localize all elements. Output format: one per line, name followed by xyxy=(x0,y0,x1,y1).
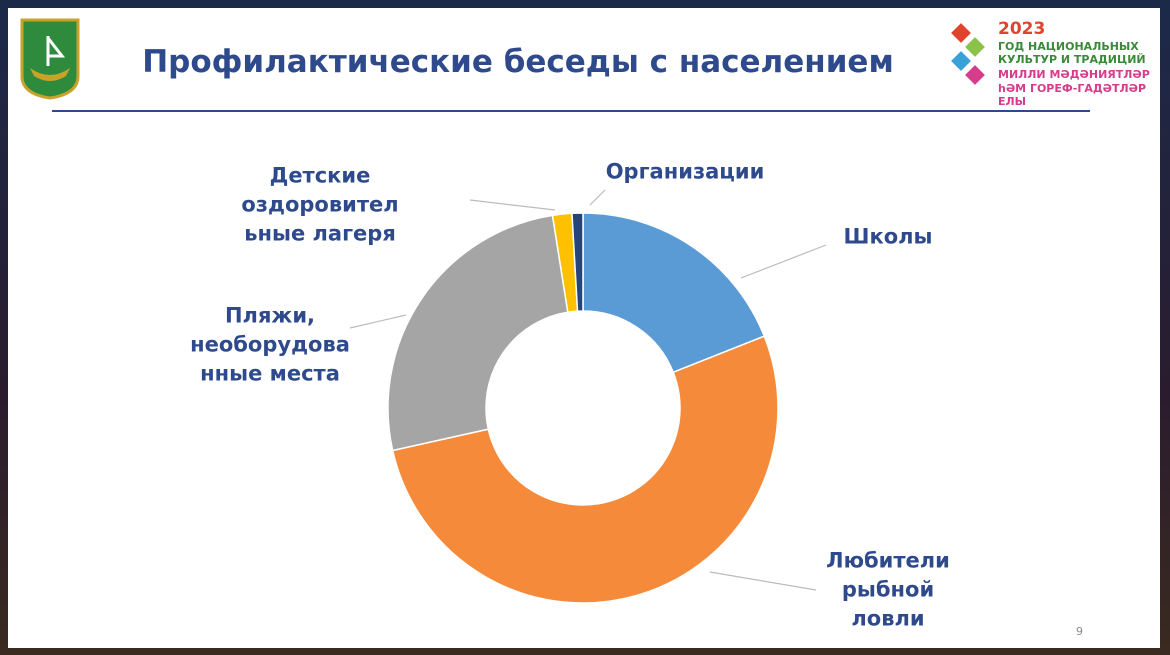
category-label: Пляжи, необорудова нные места xyxy=(190,303,350,386)
donut-segment xyxy=(571,212,584,312)
category-label: Школы xyxy=(843,224,933,249)
donut-segment xyxy=(391,335,779,604)
leader-line xyxy=(469,199,556,211)
category-label: Любители рыбной ловли xyxy=(826,548,950,631)
page-number: 9 xyxy=(1076,625,1083,638)
slide-title: Профилактические беседы с населением xyxy=(142,44,894,80)
leader-line xyxy=(709,571,817,591)
leader-line xyxy=(589,189,606,206)
logo-text: МИЛЛИ МӘДӘНИЯТЛӘР xyxy=(998,68,1150,81)
leader-line xyxy=(740,244,827,279)
year-ornament xyxy=(951,23,985,85)
slide: Профилактические беседы с населением 202… xyxy=(8,8,1160,648)
donut-segment xyxy=(387,214,569,452)
year: 2023 xyxy=(998,19,1046,39)
leader-line xyxy=(349,314,407,329)
logo-text: ГОД НАЦИОНАЛЬНЫХ КУЛЬТУР И ТРАДИЦИЙ xyxy=(998,40,1146,66)
logo-text: һӘМ ГОРЕФ-ГАДӘТЛӘР ЕЛЫ xyxy=(998,82,1147,108)
title-rule xyxy=(52,110,1090,112)
category-label: Детские оздоровител ьные лагеря xyxy=(241,163,399,246)
donut-segment xyxy=(582,212,766,374)
city-emblem xyxy=(20,18,80,100)
category-label: Организации xyxy=(605,159,765,184)
chart xyxy=(349,189,827,604)
